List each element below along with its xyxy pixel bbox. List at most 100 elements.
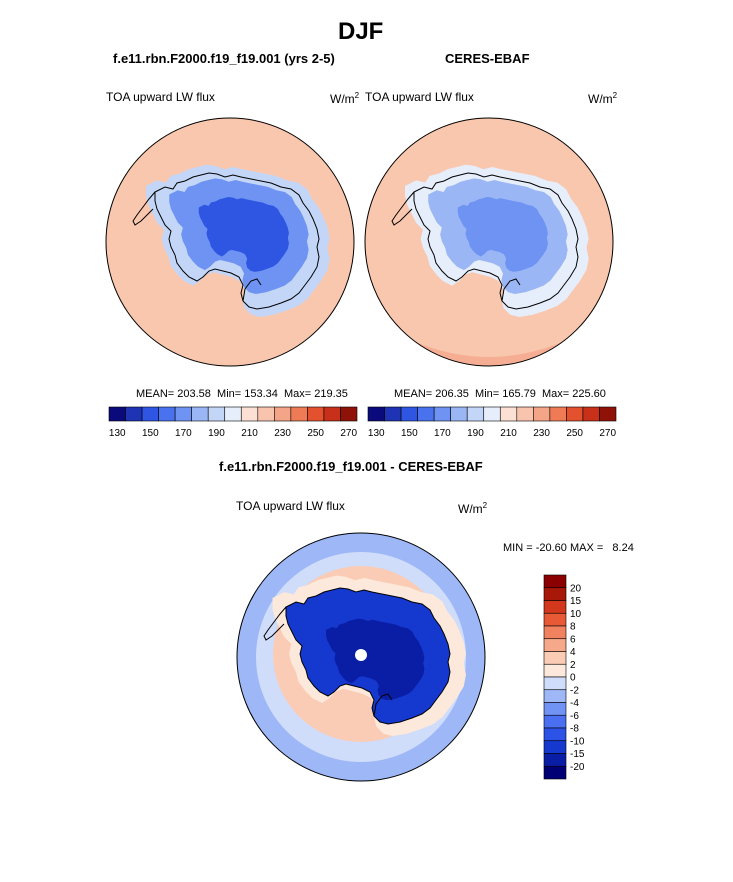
obs-mean: MEAN= 206.35 <box>394 388 469 400</box>
diff-ross-coast <box>373 693 393 717</box>
model-units-label: W/m2 <box>330 91 359 106</box>
diff-boundary <box>236 532 486 782</box>
obs-colorbar-box-8 <box>499 406 518 422</box>
diff-colorbar-tick-2: 10 <box>570 609 582 620</box>
diff-polar-map <box>236 532 486 782</box>
obs-variable-label: TOA upward LW flux <box>365 90 474 104</box>
diff-colorbar-tick-9: -4 <box>570 698 579 709</box>
model-field <box>106 118 354 366</box>
diff-colorbar-box-3 <box>543 612 567 627</box>
diff-colorbar-box-10 <box>543 702 567 716</box>
diff-colorbar-box-11 <box>543 714 567 729</box>
diff-colorbar-box-2 <box>543 600 567 614</box>
model-polar-map <box>105 117 355 367</box>
obs-boundary <box>364 117 614 367</box>
obs-units-base: W/m <box>588 92 613 106</box>
obs-peninsula-coast <box>391 191 415 226</box>
obs-panel-title: CERES-EBAF <box>445 51 530 66</box>
model-min: Min= 153.34 <box>217 388 278 400</box>
model-colorbar-tick-6: 250 <box>307 428 324 439</box>
diff-colorbar-box-6 <box>543 651 567 665</box>
obs-colorbar-box-12 <box>566 406 584 422</box>
model-colorbar-box-14 <box>340 406 358 422</box>
model-colorbar-tick-5: 230 <box>274 428 291 439</box>
model-units-exp: 2 <box>354 91 360 100</box>
obs-plateau-band <box>457 197 548 272</box>
obs-colorbar-box-2 <box>400 406 418 422</box>
diff-colorbar-tick-13: -15 <box>570 749 585 760</box>
obs-colorbar-box-7 <box>483 406 501 422</box>
diff-colorbar-tick-10: -6 <box>570 711 579 722</box>
diff-colorbar-box-4 <box>543 625 567 640</box>
obs-polar-map <box>364 117 614 367</box>
diff-colorbar-box-5 <box>543 638 567 652</box>
model-stats: MEAN= 203.58 Min= 153.34 Max= 219.35 <box>136 388 348 400</box>
model-colorbar-tick-7: 270 <box>340 428 357 439</box>
model-units-base: W/m <box>330 92 355 106</box>
obs-colorbar-box-13 <box>582 406 600 422</box>
obs-colorbar-box-14 <box>599 406 617 422</box>
model-coastline <box>154 172 320 310</box>
obs-colorbar: 130 150 170 190 210 230 250 270 <box>367 406 617 439</box>
diff-pole-hole <box>355 649 367 661</box>
diff-units-exp: 2 <box>482 501 488 510</box>
model-colorbar-tick-1: 150 <box>142 428 159 439</box>
obs-colorbar-tick-5: 230 <box>533 428 550 439</box>
diff-colorbar-tick-8: -2 <box>570 685 579 696</box>
model-variable-label: TOA upward LW flux <box>106 90 215 104</box>
model-colorbar-box-0 <box>108 406 126 422</box>
model-colorbar: 130 150 170 190 210 230 250 270 <box>108 406 358 439</box>
model-colorbar-box-8 <box>240 406 259 422</box>
diff-units-label: W/m2 <box>458 501 487 516</box>
diff-colorbar-box-12 <box>543 727 567 742</box>
diff-peninsula-coast <box>263 606 287 641</box>
model-colorbar-box-6 <box>207 406 226 422</box>
obs-colorbar-tick-0: 130 <box>368 428 385 439</box>
diff-colorbar-box-13 <box>543 740 567 754</box>
obs-colorbar-box-3 <box>417 406 435 422</box>
diff-colorbar-tick-6: 2 <box>570 660 576 671</box>
diff-colorbar-tick-3: 8 <box>570 622 576 633</box>
diff-colorbar-tick-7: 0 <box>570 673 576 684</box>
obs-colorbar-tick-7: 270 <box>599 428 616 439</box>
model-boundary <box>105 117 355 367</box>
obs-min: Min= 165.79 <box>475 388 536 400</box>
diff-colorbar-tick-1: 15 <box>570 596 582 607</box>
model-colorbar-box-11 <box>290 406 308 422</box>
obs-colorbar-box-10 <box>533 406 551 422</box>
diff-colorbar-box-15 <box>543 765 567 780</box>
model-colorbar-box-1 <box>125 406 143 422</box>
diff-panel-title: f.e11.rbn.F2000.f19_f19.001 - CERES-EBAF <box>219 459 483 474</box>
obs-max: Max= 225.60 <box>542 388 606 400</box>
diff-colorbar-tick-12: -10 <box>570 736 585 747</box>
model-ross-coast <box>242 278 262 302</box>
model-colorbar-box-7 <box>224 406 242 422</box>
obs-ross-coast <box>501 278 521 302</box>
obs-colorbar-box-4 <box>433 406 451 422</box>
model-colorbar-tick-4: 210 <box>241 428 258 439</box>
obs-field <box>365 118 613 366</box>
obs-colorbar-box-9 <box>516 406 534 422</box>
obs-colorbar-tick-4: 210 <box>500 428 517 439</box>
model-plateau-band <box>198 197 289 272</box>
model-colorbar-tick-0: 130 <box>109 428 126 439</box>
diff-colorbar-box-14 <box>543 753 567 767</box>
diff-units-base: W/m <box>458 502 483 516</box>
model-colorbar-tick-2: 170 <box>175 428 192 439</box>
model-colorbar-box-10 <box>274 406 292 422</box>
obs-colorbar-tick-2: 170 <box>434 428 451 439</box>
model-mean: MEAN= 203.58 <box>136 388 211 400</box>
obs-colorbar-box-11 <box>549 406 567 422</box>
diff-colorbar-tick-0: 20 <box>570 583 582 594</box>
diff-colorbar-tick-11: -8 <box>570 724 579 735</box>
model-panel-title: f.e11.rbn.F2000.f19_f19.001 (yrs 2-5) <box>113 51 335 66</box>
model-colorbar-box-5 <box>191 406 209 422</box>
diff-coastline <box>285 587 451 725</box>
model-colorbar-box-4 <box>174 406 192 422</box>
obs-stats: MEAN= 206.35 Min= 165.79 Max= 225.60 <box>394 388 606 400</box>
obs-colorbar-tick-3: 190 <box>467 428 484 439</box>
model-colorbar-box-3 <box>158 406 176 422</box>
diff-colorbar-box-9 <box>543 689 567 703</box>
obs-coastline <box>413 172 579 310</box>
diff-colorbar-box-8 <box>543 676 567 691</box>
